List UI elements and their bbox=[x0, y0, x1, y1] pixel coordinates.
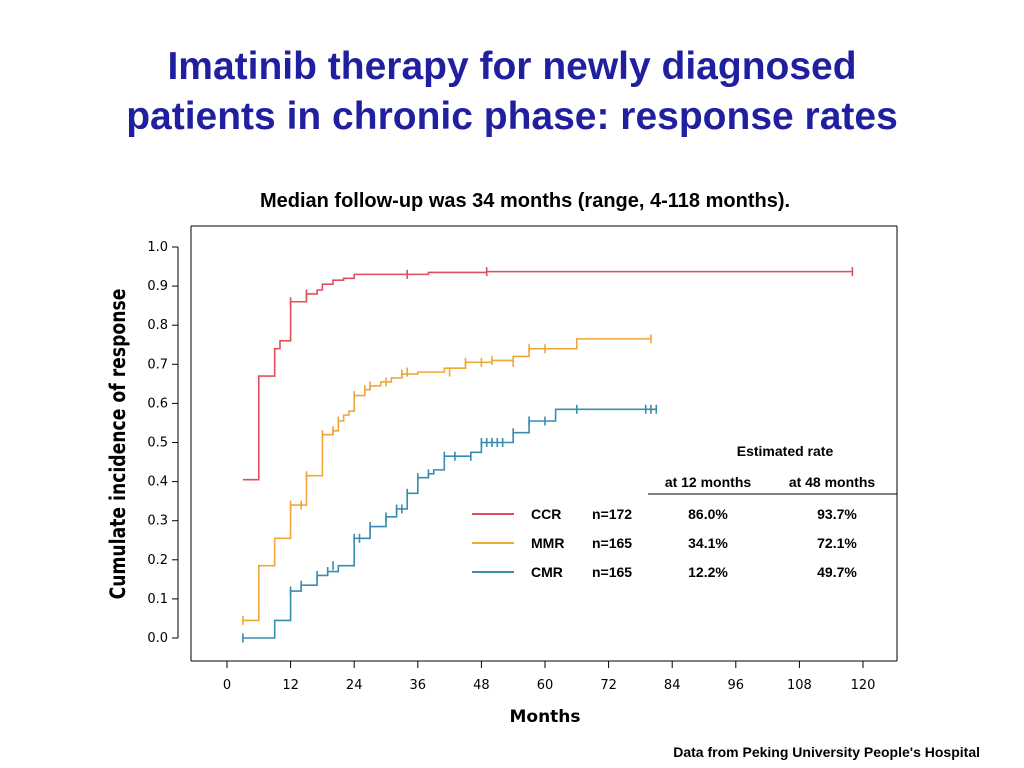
x-tick-label: 84 bbox=[664, 678, 681, 693]
x-tick-label: 108 bbox=[787, 678, 812, 693]
series-mmr bbox=[242, 334, 652, 625]
rate-48m-mmr: 72.1% bbox=[817, 535, 857, 551]
rate-12m-cmr: 12.2% bbox=[688, 564, 728, 580]
x-tick-label: 96 bbox=[728, 678, 745, 693]
rate-48m-cmr: 49.7% bbox=[817, 564, 857, 580]
x-tick-label: 48 bbox=[473, 678, 490, 693]
y-tick-label: 0.4 bbox=[147, 475, 168, 490]
x-tick-label: 24 bbox=[346, 678, 363, 693]
rate-48m-ccr: 93.7% bbox=[817, 506, 857, 522]
series-cmr bbox=[242, 404, 658, 643]
legend-n-mmr: n=165 bbox=[592, 535, 632, 551]
y-tick-label: 0.8 bbox=[147, 318, 168, 333]
series-layer bbox=[242, 267, 854, 643]
y-tick-label: 0.3 bbox=[147, 514, 168, 529]
y-tick-label: 0.7 bbox=[147, 357, 168, 372]
table-header-48m: at 48 months bbox=[789, 474, 876, 490]
x-axis: 0 12 24 36 48 60 72 84 96 108 120 bbox=[191, 660, 897, 693]
legend-n-cmr: n=165 bbox=[592, 564, 632, 580]
legend-n-ccr: n=172 bbox=[592, 506, 632, 522]
cmr-curve bbox=[242, 408, 657, 639]
table-header-12m: at 12 months bbox=[665, 474, 752, 490]
x-tick-label: 72 bbox=[600, 678, 617, 693]
x-tick-label: 36 bbox=[410, 678, 427, 693]
y-axis-label: Cumulate incidence of response bbox=[105, 289, 130, 600]
chart-subtitle: Median follow-up was 34 months (range, 4… bbox=[259, 190, 791, 212]
ccr-curve bbox=[242, 270, 853, 481]
y-axis: 0.0 0.1 0.2 0.3 0.4 0.5 0.6 0.7 0.8 0.9 1.0 bbox=[147, 240, 179, 646]
y-tick-label: 0.2 bbox=[147, 553, 168, 568]
rate-table: Estimated rate at 12 months at 48 months CC… bbox=[472, 443, 897, 580]
legend-name-mmr: MMR bbox=[531, 535, 564, 551]
legend-name-cmr: CMR bbox=[531, 564, 563, 580]
table-header-main: Estimated rate bbox=[737, 443, 834, 459]
series-ccr bbox=[242, 267, 854, 481]
y-tick-label: 0.6 bbox=[147, 396, 168, 411]
y-tick-label: 1.0 bbox=[147, 240, 168, 255]
x-tick-label: 0 bbox=[223, 678, 231, 693]
y-tick-label: 0.5 bbox=[147, 436, 168, 451]
mmr-curve bbox=[242, 338, 651, 622]
x-tick-label: 120 bbox=[851, 678, 876, 693]
y-tick-label: 0.9 bbox=[147, 279, 168, 294]
data-source-note: Data from Peking University People's Hos… bbox=[673, 744, 980, 760]
rate-12m-mmr: 34.1% bbox=[688, 535, 728, 551]
slide-title-line1: Imatinib therapy for newly diagnosed bbox=[167, 45, 857, 88]
y-tick-label: 0.0 bbox=[147, 631, 168, 646]
rate-12m-ccr: 86.0% bbox=[688, 506, 728, 522]
x-tick-label: 60 bbox=[537, 678, 554, 693]
plot-frame bbox=[190, 225, 898, 661]
legend-name-ccr: CCR bbox=[531, 506, 561, 522]
x-tick-label: 12 bbox=[282, 678, 299, 693]
y-tick-label: 0.1 bbox=[147, 592, 168, 607]
x-axis-label: Months bbox=[509, 707, 580, 727]
slide-title-line2: patients in chronic phase: response rate… bbox=[126, 95, 898, 138]
slide-title: Imatinib therapy for newly diagnosed pat… bbox=[0, 42, 1024, 142]
